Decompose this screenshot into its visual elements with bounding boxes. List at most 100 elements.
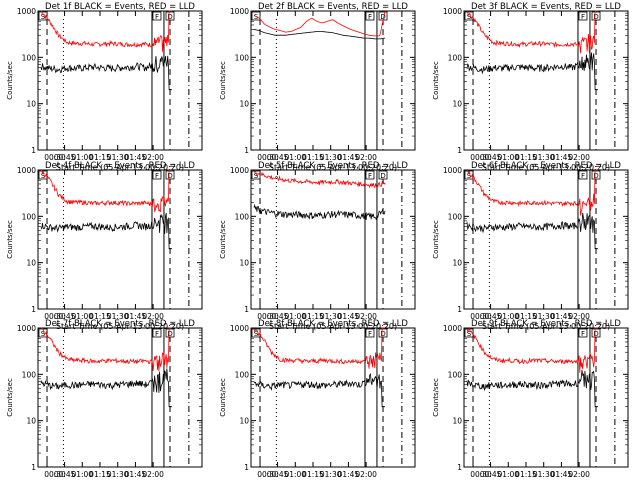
panel-title: Det 7f BLACK = Events, RED = LLD <box>45 319 195 329</box>
x-tick-label: 00:45 <box>54 153 76 162</box>
flag-box <box>464 11 474 21</box>
x-tick-label: 00:45 <box>267 153 289 162</box>
x-tick-label: 01:15 <box>515 153 537 162</box>
x-tick-label: 01:30 <box>320 312 342 321</box>
x-tick-label: 01:45 <box>551 153 573 162</box>
x-tick-label: 00:30 <box>470 312 492 321</box>
flag-label: F <box>368 172 372 180</box>
flag-label: S <box>41 13 46 21</box>
x-tick-label: 00:30 <box>470 470 492 479</box>
flag-label: D <box>380 172 385 180</box>
flag-label: F <box>368 13 372 21</box>
flag-label: S <box>467 13 472 21</box>
lld-series-line <box>40 169 172 213</box>
x-tick-label: 01:30 <box>533 312 555 321</box>
panel-1: Det 1f BLACK = Events, RED = LLD Counts/s… <box>6 2 203 172</box>
lld-series-line <box>466 169 598 216</box>
y-tick-label: 1000 <box>230 324 249 333</box>
events-series-line <box>40 55 172 91</box>
x-tick-label: 01:15 <box>89 470 111 479</box>
flag-label: D <box>380 330 385 338</box>
flag-label: S <box>467 172 472 180</box>
flag-box <box>365 328 375 338</box>
y-tick-label: 10 <box>239 417 249 426</box>
x-tick-label: 00:45 <box>267 312 289 321</box>
y-tick-label: 100 <box>22 370 37 379</box>
x-tick-label: 01:00 <box>284 470 306 479</box>
lld-series-line <box>466 327 598 373</box>
flag-label: S <box>467 330 472 338</box>
flag-label: D <box>593 13 598 21</box>
x-tick-label: 01:45 <box>338 312 360 321</box>
x-tick-label: 01:00 <box>497 153 519 162</box>
x-tick-label: 01:45 <box>338 153 360 162</box>
x-tick-label: 01:00 <box>71 470 93 479</box>
x-tick-label: 01:30 <box>320 153 342 162</box>
x-tick-label: 01:00 <box>284 312 306 321</box>
y-axis-label: Counts/sec <box>219 61 227 100</box>
x-tick-label: 01:15 <box>515 470 537 479</box>
flag-box <box>591 11 601 21</box>
panel-title: Det 1f BLACK = Events, RED = LLD <box>45 2 195 12</box>
x-tick-label: 01:15 <box>515 312 537 321</box>
y-tick-label: 1000 <box>443 7 462 16</box>
events-series-line <box>466 52 598 91</box>
panel-title: Det 5f BLACK = Events, RED = LLD <box>258 161 408 171</box>
x-tick-label: 01:00 <box>71 153 93 162</box>
y-tick-label: 10 <box>26 100 36 109</box>
x-tick-label: 01:30 <box>107 153 129 162</box>
y-tick-label: 100 <box>22 212 37 221</box>
y-tick-label: 1 <box>244 305 249 314</box>
y-tick-label: 100 <box>448 53 463 62</box>
y-tick-label: 10 <box>452 417 462 426</box>
y-tick-label: 1 <box>31 146 36 155</box>
y-tick-label: 10 <box>239 259 249 268</box>
flag-label: S <box>41 172 46 180</box>
flag-box <box>578 328 588 338</box>
y-tick-label: 10 <box>26 417 36 426</box>
x-tick-label: 01:30 <box>320 470 342 479</box>
y-tick-label: 1000 <box>17 7 36 16</box>
x-tick-label: 00:45 <box>54 312 76 321</box>
x-axis-label: Start Time (05-Apr-13 00:20:20) <box>482 163 610 172</box>
x-tick-label: 01:45 <box>551 312 573 321</box>
plot-frame <box>463 10 629 151</box>
lld-series-line <box>41 327 172 372</box>
x-tick-label: 01:45 <box>338 470 360 479</box>
plot-frame <box>463 327 629 468</box>
flag-label: F <box>368 330 372 338</box>
y-tick-label: 1000 <box>17 324 36 333</box>
events-series-line <box>253 29 386 40</box>
x-tick-label: 02:00 <box>355 312 377 321</box>
x-tick-label: 00:30 <box>44 312 66 321</box>
y-tick-label: 10 <box>452 100 462 109</box>
x-tick-label: 02:00 <box>355 470 377 479</box>
y-tick-label: 100 <box>22 53 37 62</box>
y-tick-label: 1000 <box>443 324 462 333</box>
flag-label: F <box>155 172 159 180</box>
y-tick-label: 1 <box>457 463 462 472</box>
plot-frame <box>37 169 203 310</box>
flag-box <box>251 11 261 21</box>
panel-4: Det 4f BLACK = Events, RED = LLD Counts/s… <box>6 161 203 331</box>
x-tick-label: 00:30 <box>257 470 279 479</box>
lld-series-line <box>466 10 598 54</box>
flag-label: D <box>167 13 172 21</box>
flag-box <box>165 328 175 338</box>
x-axis-label: Start Time (05-Apr-13 00:20:20) <box>56 163 184 172</box>
x-tick-label: 00:45 <box>267 470 289 479</box>
y-axis-label: Counts/sec <box>432 220 440 259</box>
x-tick-label: 02:00 <box>355 153 377 162</box>
flag-label: F <box>581 13 585 21</box>
x-axis-label: Start Time (05-Apr-13 00:20:20) <box>269 322 397 331</box>
lld-series-line <box>253 10 386 37</box>
y-tick-label: 1000 <box>17 166 36 175</box>
flag-label: S <box>41 330 46 338</box>
x-tick-label: 01:30 <box>107 312 129 321</box>
flag-label: S <box>254 172 259 180</box>
flag-label: D <box>593 172 598 180</box>
panel-8: Det 8f BLACK = Events, RED = LLD Counts/s… <box>219 319 416 479</box>
plot-frame <box>37 327 203 468</box>
panel-title: Det 6f BLACK = Events, RED = LLD <box>471 161 621 171</box>
events-series-line <box>466 370 598 408</box>
